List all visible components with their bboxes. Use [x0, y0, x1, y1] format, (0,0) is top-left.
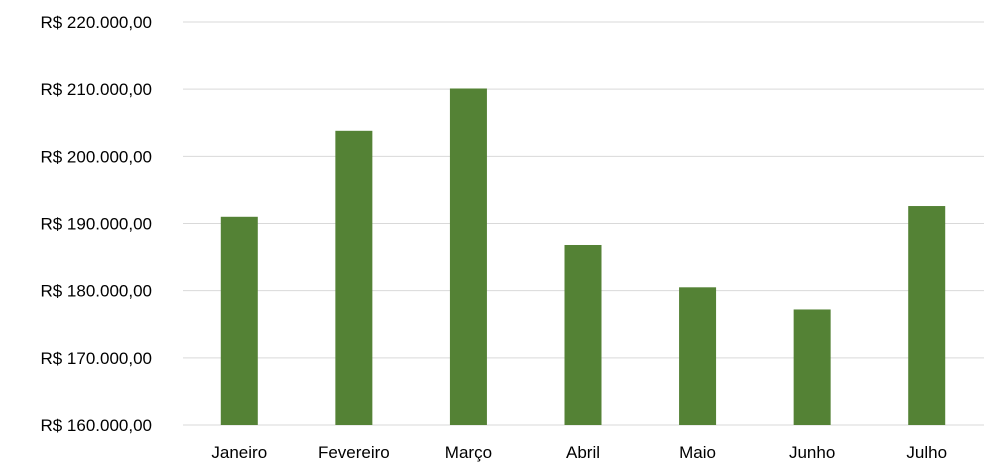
x-tick-label: Abril — [566, 443, 600, 462]
bar-março — [449, 88, 487, 426]
y-tick-label: R$ 190.000,00 — [40, 215, 152, 234]
bar-fevereiro — [335, 130, 373, 425]
x-tick-label: Janeiro — [211, 443, 267, 462]
y-tick-label: R$ 210.000,00 — [40, 80, 152, 99]
bar-junho — [793, 309, 831, 425]
bar-julho — [908, 206, 946, 425]
y-tick-label: R$ 160.000,00 — [40, 416, 152, 435]
bar-janeiro — [220, 216, 258, 425]
bars — [220, 88, 946, 426]
y-tick-label: R$ 180.000,00 — [40, 282, 152, 301]
x-tick-label: Maio — [679, 443, 716, 462]
y-tick-label: R$ 170.000,00 — [40, 349, 152, 368]
x-tick-label: Junho — [789, 443, 835, 462]
x-tick-label: Julho — [906, 443, 947, 462]
y-tick-label: R$ 220.000,00 — [40, 13, 152, 32]
x-tick-label: Março — [445, 443, 492, 462]
bar-maio — [679, 287, 717, 425]
y-axis-tick-labels: R$ 160.000,00 R$ 170.000,00 R$ 180.000,00 R… — [40, 13, 152, 435]
bar-abril — [564, 244, 602, 425]
y-tick-label: R$ 200.000,00 — [40, 147, 152, 166]
x-axis-tick-labels: Janeiro Fevereiro Março Abril Maio Junho Julho — [211, 443, 947, 462]
x-tick-label: Fevereiro — [318, 443, 390, 462]
